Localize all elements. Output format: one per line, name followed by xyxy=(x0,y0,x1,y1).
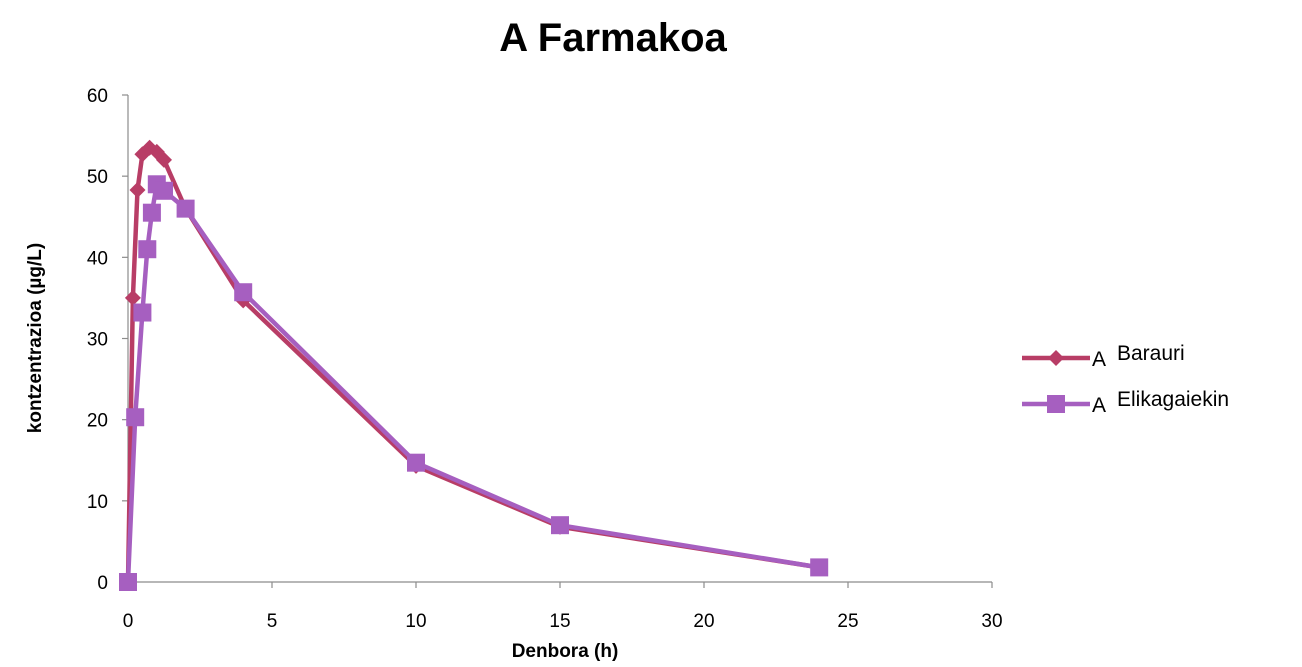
data-point xyxy=(119,573,137,591)
data-point xyxy=(155,181,173,200)
legend-prefix: A xyxy=(1092,394,1106,417)
legend-item-2: A Elikagaiekin xyxy=(1022,388,1229,417)
legend-label: Barauri xyxy=(1117,342,1185,365)
series-line xyxy=(125,145,820,583)
data-point xyxy=(551,516,569,535)
data-point xyxy=(142,203,161,222)
legend-item-1: A Barauri xyxy=(1022,342,1185,371)
legend: A Barauri A Elikagaiekin xyxy=(1022,342,1229,417)
data-point xyxy=(810,558,829,577)
x-tick-label: 20 xyxy=(693,611,714,632)
data-point xyxy=(133,303,152,322)
axes: 0 10 20 30 40 50 60 0 5 10 15 20 25 30 xyxy=(87,86,1003,632)
x-tick-label: 30 xyxy=(981,611,1002,632)
data-point xyxy=(407,453,425,472)
x-tick-label: 10 xyxy=(405,611,426,632)
data-point xyxy=(156,151,172,168)
data-point xyxy=(176,199,195,218)
x-axis-label: Denbora (h) xyxy=(512,641,619,662)
data-point xyxy=(234,283,253,302)
data-point xyxy=(138,240,157,259)
y-tick-label: 30 xyxy=(87,330,108,351)
y-tick-label: 50 xyxy=(87,167,108,188)
legend-swatch-marker xyxy=(1047,395,1065,413)
x-tick-label: 25 xyxy=(837,611,858,632)
legend-swatch-marker xyxy=(1048,350,1064,366)
series-layer xyxy=(119,139,829,591)
y-tick-label: 40 xyxy=(87,248,108,269)
y-tick-label: 60 xyxy=(87,86,108,107)
y-tick-label: 10 xyxy=(87,492,108,513)
y-tick-label: 0 xyxy=(97,573,108,594)
legend-label: Elikagaiekin xyxy=(1117,388,1229,411)
legend-prefix: A xyxy=(1092,348,1106,371)
series-2 xyxy=(119,175,829,591)
data-point xyxy=(129,181,146,198)
x-tick-label: 5 xyxy=(267,611,278,632)
y-axis-label: kontzentrazioa (µg/L) xyxy=(25,243,46,433)
x-tick-label: 0 xyxy=(123,611,134,632)
data-point xyxy=(124,289,141,306)
series-line xyxy=(125,182,820,583)
y-tick-label: 20 xyxy=(87,411,108,432)
x-tick-label: 15 xyxy=(549,611,570,632)
chart-title: A Farmakoa xyxy=(499,16,727,60)
data-point xyxy=(126,408,145,427)
series-1 xyxy=(120,139,828,590)
